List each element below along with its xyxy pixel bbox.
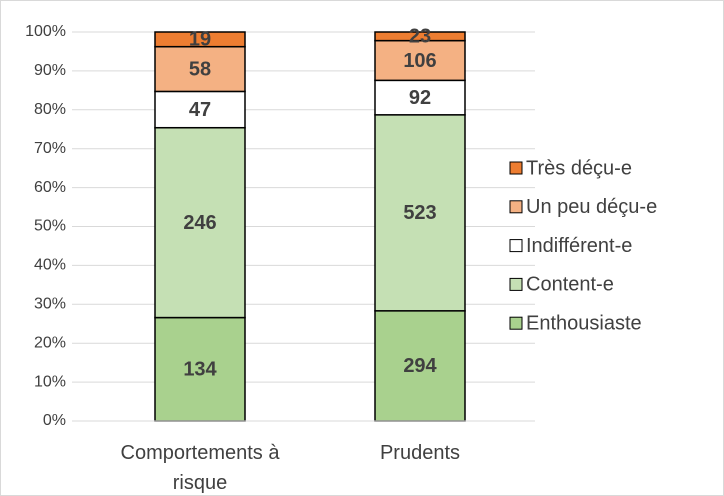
data-label: 23	[409, 26, 431, 48]
bar-segment	[154, 45, 246, 93]
data-label: 106	[403, 50, 436, 72]
y-tick-label: 60%	[34, 179, 66, 196]
data-label: 134	[183, 359, 217, 381]
bar-segment	[374, 31, 466, 42]
y-tick-label: 40%	[34, 257, 66, 274]
legend-label: Très déçu-e	[526, 157, 632, 179]
legend-swatch	[509, 239, 523, 253]
y-tick-label: 0%	[43, 412, 66, 429]
data-label: 246	[183, 212, 216, 234]
legend-label: Indifférent-e	[526, 235, 632, 257]
y-tick-label: 90%	[34, 62, 66, 79]
data-label: 294	[403, 355, 437, 377]
legend-label: Un peu déçu-e	[526, 196, 657, 218]
data-label: 92	[409, 87, 431, 109]
legend-swatch	[509, 200, 523, 214]
y-tick-label: 50%	[34, 218, 66, 235]
data-label: 523	[403, 202, 436, 224]
x-tick-label: Comportements à risque	[120, 442, 280, 494]
y-tick-label: 20%	[34, 334, 66, 351]
data-label: 47	[189, 99, 211, 121]
legend-label: Content-e	[526, 274, 614, 296]
legend-label: Enthousiaste	[526, 312, 642, 334]
bar-segment	[154, 316, 246, 422]
bar-segment	[154, 31, 246, 48]
y-tick-label: 100%	[25, 23, 66, 40]
data-label: 58	[189, 58, 211, 80]
y-tick-label: 80%	[34, 101, 66, 118]
legend-swatch	[509, 277, 523, 291]
legend-swatch	[509, 161, 523, 175]
y-tick-label: 30%	[34, 296, 66, 313]
bar-segment	[154, 126, 246, 319]
x-tick-label: Prudents	[379, 442, 461, 464]
y-tick-label: 10%	[34, 373, 66, 390]
data-label: 19	[189, 29, 211, 51]
y-tick-label: 70%	[34, 140, 66, 157]
legend-swatch	[509, 316, 523, 330]
